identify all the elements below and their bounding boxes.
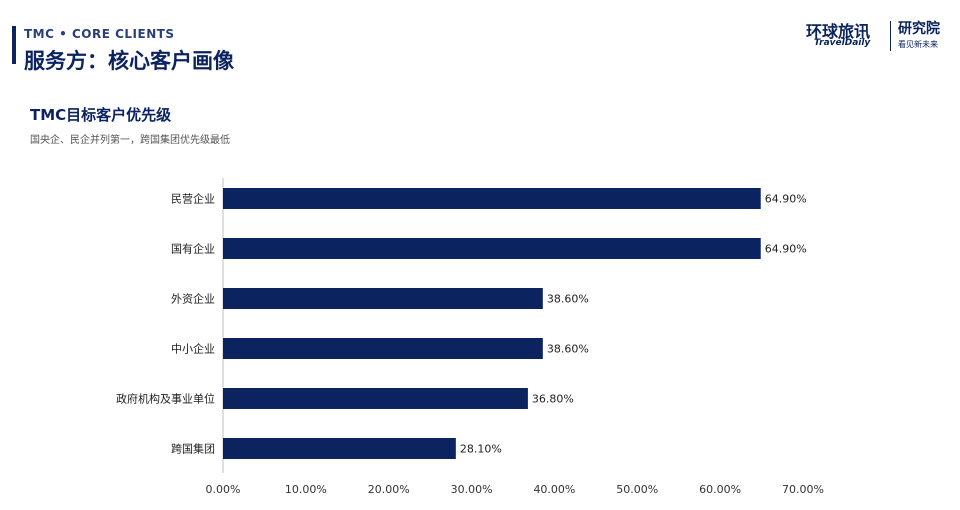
bar [223, 388, 528, 409]
x-tick-label: 40.00% [533, 483, 575, 496]
x-tick-label: 20.00% [368, 483, 410, 496]
bar [223, 338, 543, 359]
bar [223, 238, 761, 259]
chart-title: TMC目标客户优先级 [30, 106, 172, 124]
x-tick-label: 0.00% [206, 483, 241, 496]
brand-logo: 环球旅讯 TravelDaily 研究院 看见新未来 [806, 18, 948, 54]
x-tick-label: 70.00% [782, 483, 824, 496]
bar [223, 188, 761, 209]
category-label: 跨国集团 [171, 442, 215, 456]
data-label: 64.90% [765, 193, 807, 206]
bar [223, 288, 543, 309]
data-label: 28.10% [460, 443, 502, 456]
category-label: 外资企业 [171, 292, 215, 306]
brand-slogan: 看见新未来 [898, 40, 938, 49]
category-label: 国有企业 [171, 242, 215, 256]
accent-bar [12, 26, 16, 64]
brand-name-en: TravelDaily [814, 38, 871, 48]
x-tick-label: 60.00% [699, 483, 741, 496]
x-tick-label: 50.00% [616, 483, 658, 496]
brand-institute: 研究院 [898, 21, 940, 37]
brand-divider [890, 21, 891, 51]
chart-subtitle: 国央企、民企并列第一，跨国集团优先级最低 [30, 135, 230, 146]
category-label: 中小企业 [171, 342, 215, 356]
category-label: 民营企业 [171, 192, 215, 206]
x-tick-label: 30.00% [451, 483, 493, 496]
x-tick-label: 10.00% [285, 483, 327, 496]
brand-name-cn: 环球旅讯 [806, 22, 871, 41]
data-label: 64.90% [765, 243, 807, 256]
data-label: 38.60% [547, 343, 589, 356]
data-label: 38.60% [547, 293, 589, 306]
section-eyebrow: TMC • CORE CLIENTS [24, 27, 175, 41]
data-label: 36.80% [532, 393, 574, 406]
bar [223, 438, 456, 459]
category-label: 政府机构及事业单位 [116, 392, 215, 406]
page-title: 服务方：核心客户画像 [24, 49, 234, 73]
